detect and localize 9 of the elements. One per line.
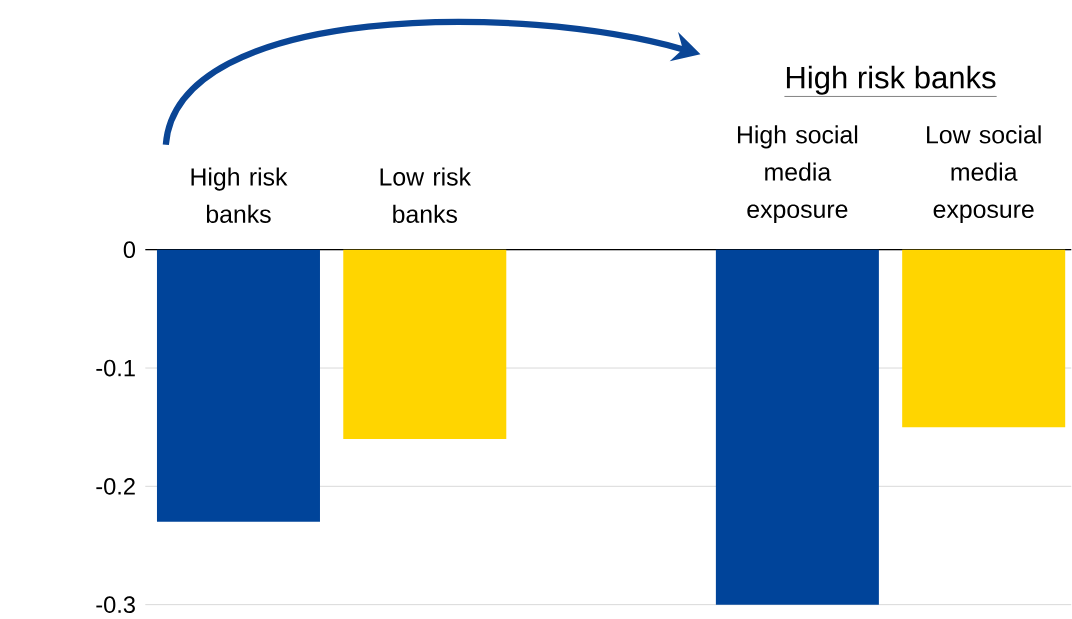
x-tick-label: High risk banks xyxy=(191,167,288,224)
x-tick-label: High social media exposure xyxy=(737,125,858,224)
y-tick-label: 0 xyxy=(123,241,136,259)
y-tick-label: -0.2 xyxy=(96,478,135,495)
text: High risk banks xyxy=(786,65,996,95)
y-tick-label: -0.1 xyxy=(96,359,135,377)
x-tick-label: Low risk banks xyxy=(380,167,472,224)
y-tick-label: -0.3 xyxy=(96,596,135,614)
x-tick-label: Low social media exposure xyxy=(927,125,1041,224)
